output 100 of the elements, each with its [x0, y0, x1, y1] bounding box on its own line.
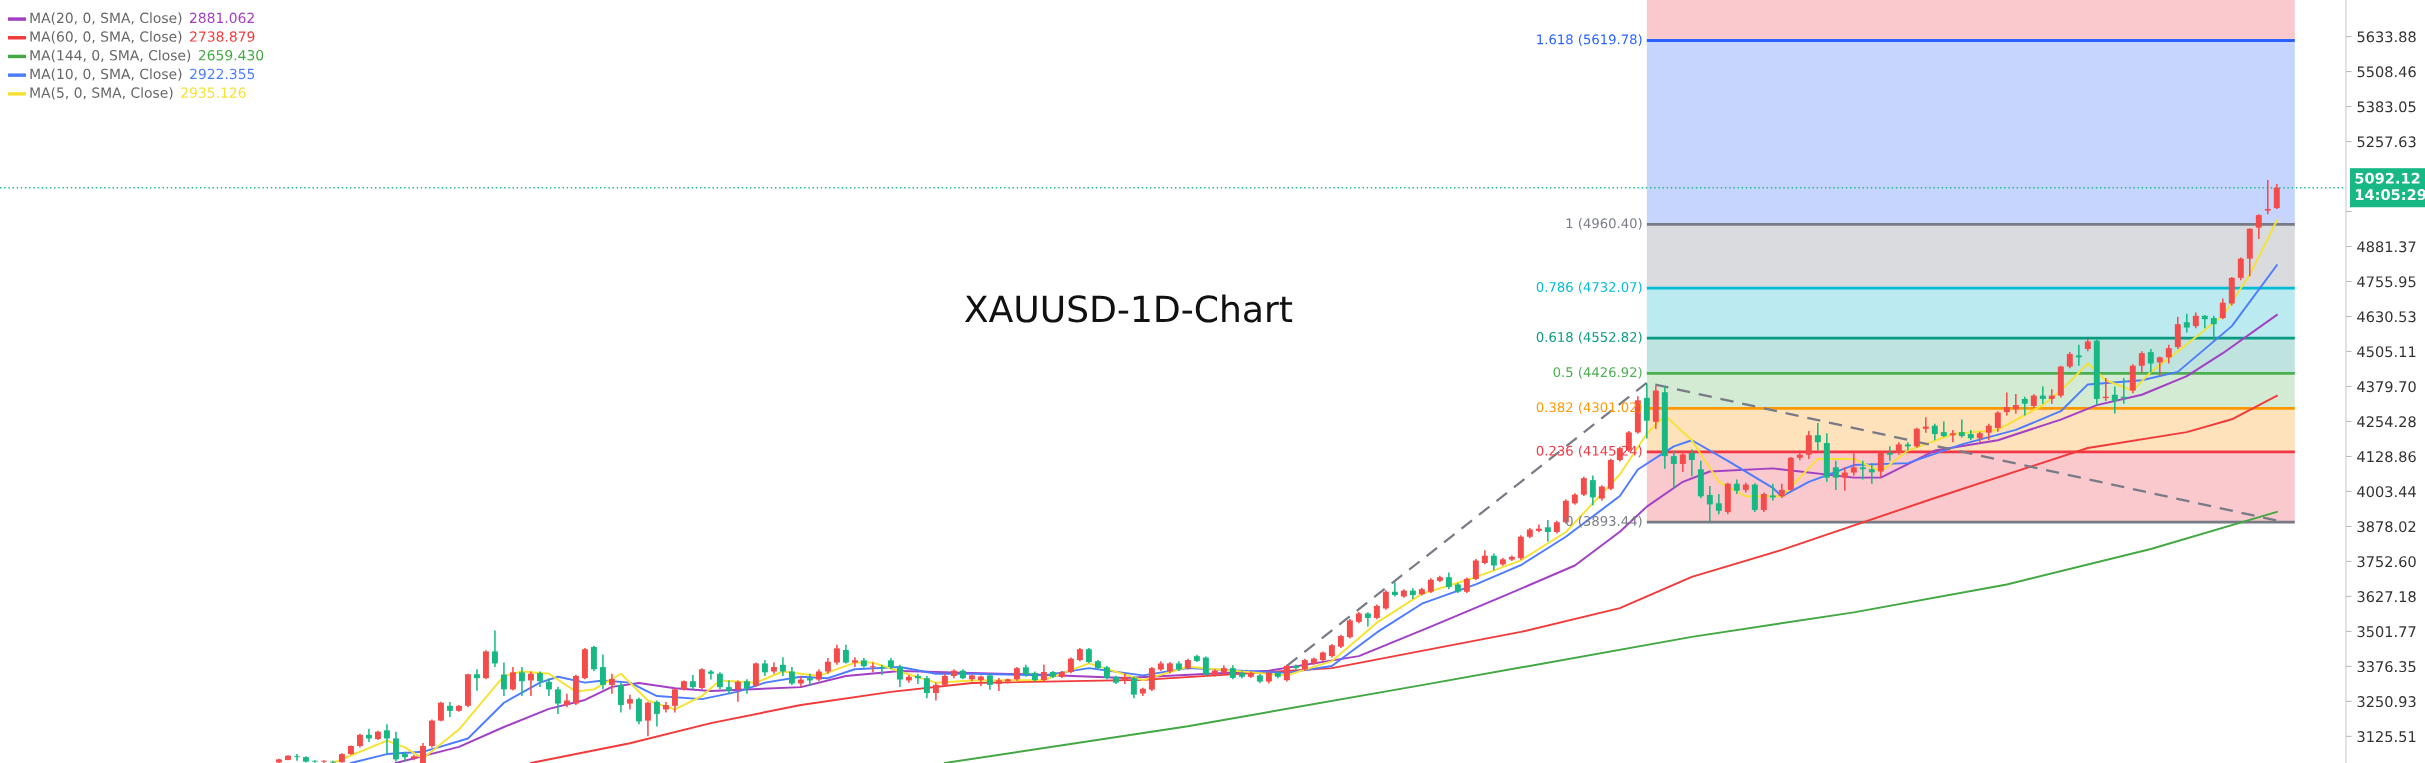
y-tick-label: 5257.63	[2357, 136, 2416, 148]
candlestick	[392, 730, 399, 763]
candlestick	[698, 667, 705, 690]
legend-label: MA(144, 0, SMA, Close)	[30, 49, 191, 63]
text: 2738.879	[190, 31, 255, 42]
candlestick	[869, 661, 876, 674]
candlestick	[1121, 672, 1128, 685]
candlestick	[1472, 558, 1479, 582]
candlestick	[2138, 350, 2145, 374]
candlestick	[1580, 476, 1587, 497]
candlestick	[2237, 256, 2244, 282]
candlestick	[1706, 485, 1713, 522]
candlestick	[1589, 474, 1596, 507]
candlestick	[1643, 382, 1650, 440]
ref-line-label: 1.618 (5619.78)	[1537, 34, 1642, 46]
candlestick	[896, 664, 903, 688]
y-tick-label: 3250.93	[2357, 696, 2416, 708]
y-tick-label: 4505.11	[2357, 346, 2416, 358]
y-tick-label: 3501.77	[2357, 626, 2416, 638]
candlestick	[995, 677, 1002, 692]
candlestick	[509, 666, 516, 692]
candlestick	[1517, 534, 1524, 561]
text: 2881.062	[189, 12, 254, 24]
text: 2922.355	[190, 68, 255, 80]
candlestick	[1940, 420, 1947, 438]
candlestick	[1364, 611, 1371, 628]
candlestick	[914, 672, 921, 685]
candlestick	[1949, 429, 1956, 443]
candlestick	[2147, 348, 2154, 374]
candlestick	[491, 629, 498, 668]
candlestick	[554, 686, 561, 715]
candlestick	[644, 700, 651, 737]
candlestick	[1832, 460, 1839, 491]
candlestick	[1760, 491, 1767, 513]
candlestick	[1148, 666, 1155, 692]
candlestick	[383, 723, 390, 755]
candlestick	[500, 661, 507, 697]
candlestick	[734, 679, 741, 703]
candlestick	[779, 656, 786, 677]
legend-label: MA(60, 0, SMA, Close)	[30, 31, 182, 44]
y-tick-label: 3125.51	[2357, 731, 2416, 743]
ref-line-label: 5092.12 14:05:29	[2355, 172, 2425, 201]
candlestick	[1346, 618, 1353, 640]
candlestick	[635, 696, 642, 725]
legend-label: MA(5, 0, SMA, Close)	[30, 87, 173, 100]
candlestick	[1958, 418, 1965, 439]
candlestick	[923, 675, 930, 700]
y-tick-label: 5633.88	[2357, 31, 2416, 43]
candlestick	[833, 643, 840, 666]
candlestick	[401, 751, 408, 763]
candlestick	[2273, 183, 2280, 210]
y-tick-label: 4881.37	[2357, 241, 2416, 253]
ref-line-label: 0.618 (4552.82)	[1536, 331, 1642, 344]
candlestick	[527, 670, 534, 697]
y-tick-label: 3752.60	[2357, 556, 2416, 568]
text: 2935.126	[181, 87, 246, 98]
candlestick	[617, 681, 624, 714]
candlestick	[1769, 482, 1776, 502]
candlestick	[1805, 430, 1812, 460]
candlestick	[2165, 344, 2172, 365]
candlestick	[2255, 213, 2262, 240]
y-tick-label: 4003.44	[2357, 486, 2416, 498]
candlestick	[1688, 448, 1695, 477]
text: XAUUSD-1D-Chart	[964, 294, 1293, 323]
candlestick	[2039, 385, 2046, 405]
y-tick-label: 4630.53	[2357, 311, 2416, 323]
candlestick	[2021, 395, 2028, 417]
candlestick	[851, 656, 858, 668]
candlestick	[2075, 344, 2082, 367]
candlestick	[1868, 462, 1875, 485]
candlestick	[473, 668, 480, 692]
candlestick	[878, 664, 885, 676]
candlestick	[2111, 385, 2118, 415]
ref-line-label: 1 (4960.40)	[1566, 218, 1642, 230]
candlestick	[293, 753, 300, 762]
y-tick-label: 4254.28	[2357, 416, 2416, 428]
candlestick	[1382, 589, 1389, 611]
candlestick	[2003, 391, 2010, 417]
candlestick	[311, 759, 318, 763]
candlestick	[2210, 315, 2217, 342]
candlestick	[1913, 426, 1920, 449]
candlestick	[1904, 441, 1911, 452]
legend-label: MA(10, 0, SMA, Close)	[30, 68, 182, 81]
candlestick	[1922, 416, 1929, 434]
candlestick	[2174, 315, 2181, 350]
y-tick-label: 3878.02	[2357, 521, 2416, 533]
candlestick	[806, 672, 813, 687]
ref-line-label: 0.786 (4732.07)	[1536, 281, 1642, 294]
candlestick	[2048, 388, 2055, 405]
text: 2659.430	[198, 49, 264, 61]
candlestick	[1886, 445, 1893, 462]
y-tick-label: 4755.95	[2357, 276, 2416, 288]
candlestick	[1535, 523, 1542, 534]
candlestick	[2219, 297, 2226, 320]
candlestick	[2264, 179, 2271, 216]
line-series	[943, 510, 2278, 763]
candlestick	[1859, 460, 1866, 481]
candlestick	[419, 742, 426, 763]
y-tick-label: 3376.35	[2357, 661, 2416, 673]
candlestick	[1877, 451, 1884, 479]
